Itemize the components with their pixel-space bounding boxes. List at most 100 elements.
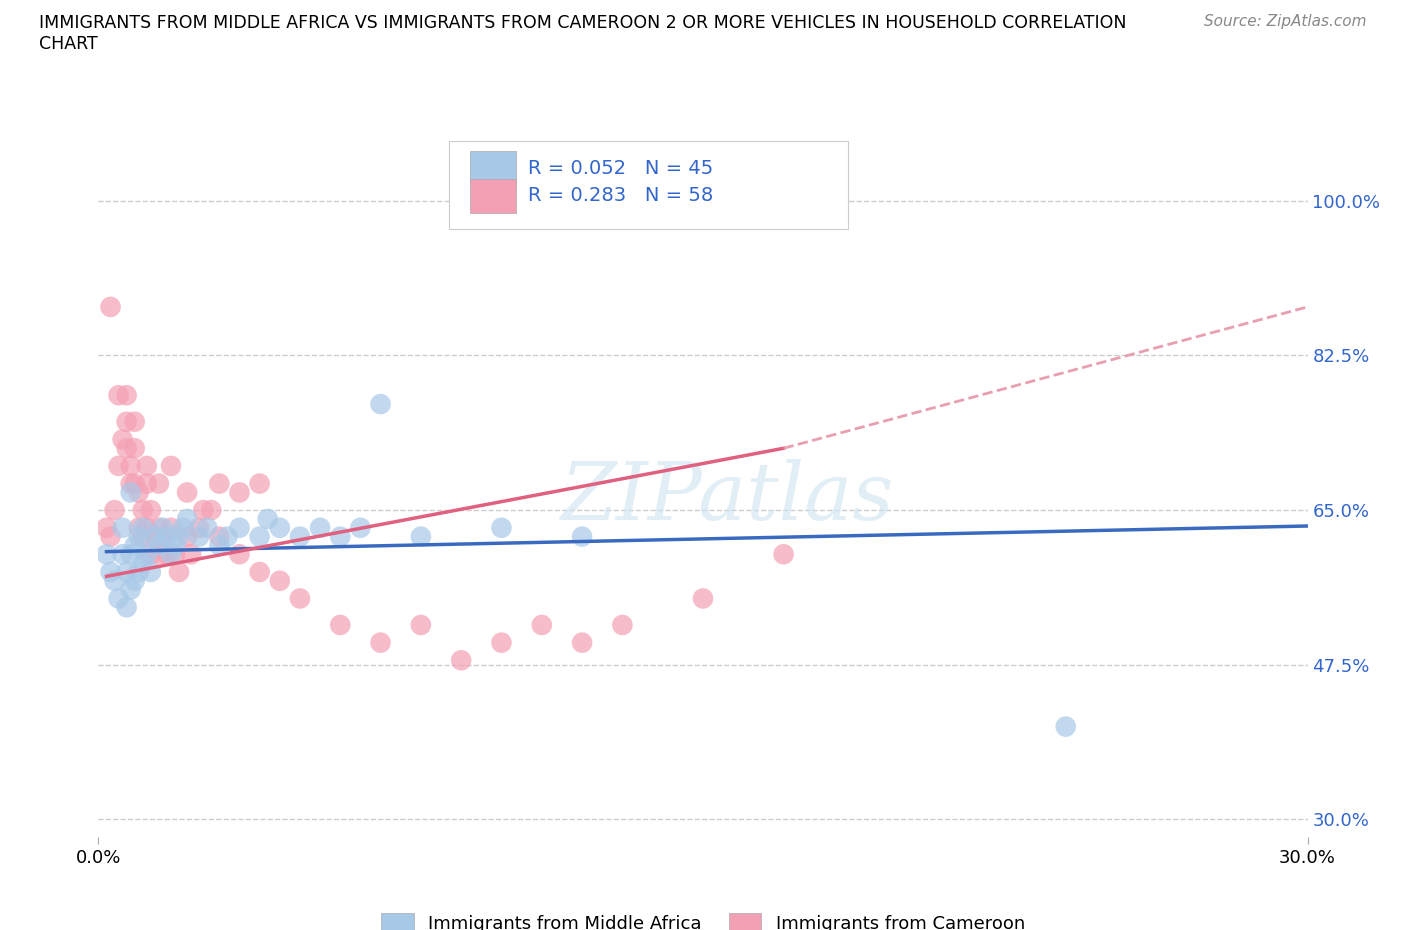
Point bbox=[193, 503, 215, 518]
Point bbox=[571, 635, 593, 650]
Point bbox=[208, 538, 231, 553]
Point bbox=[135, 458, 157, 473]
Point bbox=[111, 547, 134, 562]
Point bbox=[120, 476, 142, 491]
Point bbox=[228, 521, 250, 536]
Point bbox=[132, 503, 155, 518]
Text: R = 0.052   N = 45: R = 0.052 N = 45 bbox=[527, 159, 713, 178]
Point bbox=[409, 618, 432, 632]
Point bbox=[188, 521, 211, 536]
Point bbox=[135, 476, 157, 491]
Point bbox=[180, 547, 202, 562]
Bar bbox=[470, 179, 516, 213]
Point bbox=[329, 618, 352, 632]
Point bbox=[1054, 719, 1077, 734]
Point bbox=[228, 485, 250, 500]
Point bbox=[409, 529, 432, 544]
Point bbox=[115, 415, 138, 430]
Point bbox=[143, 529, 166, 544]
Point bbox=[96, 521, 118, 536]
Point bbox=[692, 591, 714, 606]
Point bbox=[96, 547, 118, 562]
Point bbox=[228, 547, 250, 562]
Point bbox=[148, 538, 170, 553]
Point bbox=[152, 529, 174, 544]
Point bbox=[128, 485, 150, 500]
Point bbox=[103, 503, 125, 518]
Point bbox=[132, 521, 155, 536]
Point bbox=[309, 521, 332, 536]
Point bbox=[249, 529, 271, 544]
FancyBboxPatch shape bbox=[449, 140, 848, 229]
Point bbox=[148, 521, 170, 536]
Point bbox=[124, 441, 146, 456]
Point bbox=[120, 485, 142, 500]
Point bbox=[103, 573, 125, 589]
Point bbox=[208, 476, 231, 491]
Point bbox=[200, 503, 222, 518]
Point bbox=[269, 521, 291, 536]
Point bbox=[128, 521, 150, 536]
Point bbox=[612, 618, 634, 632]
Point bbox=[100, 565, 122, 579]
Point bbox=[100, 529, 122, 544]
Point bbox=[256, 512, 278, 526]
Point bbox=[128, 529, 150, 544]
Point bbox=[156, 529, 179, 544]
Point bbox=[143, 529, 166, 544]
Point bbox=[132, 529, 155, 544]
Point bbox=[152, 521, 174, 536]
Point bbox=[100, 299, 122, 314]
Point bbox=[172, 521, 194, 536]
Point bbox=[163, 538, 186, 553]
Text: Source: ZipAtlas.com: Source: ZipAtlas.com bbox=[1204, 14, 1367, 29]
Point bbox=[128, 565, 150, 579]
Point bbox=[111, 521, 134, 536]
Point bbox=[195, 521, 218, 536]
Point bbox=[249, 565, 271, 579]
Point bbox=[139, 547, 162, 562]
Point bbox=[139, 503, 162, 518]
Point bbox=[107, 591, 129, 606]
Point bbox=[135, 547, 157, 562]
Point bbox=[370, 635, 392, 650]
Point bbox=[107, 458, 129, 473]
Point bbox=[370, 397, 392, 412]
Point bbox=[491, 635, 513, 650]
Point bbox=[176, 485, 198, 500]
Point bbox=[124, 415, 146, 430]
Point bbox=[288, 529, 311, 544]
Point bbox=[167, 529, 190, 544]
Point bbox=[115, 600, 138, 615]
Point bbox=[269, 573, 291, 589]
Point bbox=[124, 476, 146, 491]
Point bbox=[249, 476, 271, 491]
Point bbox=[288, 591, 311, 606]
Point bbox=[772, 547, 794, 562]
Point bbox=[124, 538, 146, 553]
Point bbox=[135, 521, 157, 536]
Point bbox=[120, 582, 142, 597]
Text: ZIPatlas: ZIPatlas bbox=[561, 459, 894, 537]
Point bbox=[167, 565, 190, 579]
Point bbox=[571, 529, 593, 544]
Point bbox=[148, 476, 170, 491]
Point bbox=[124, 573, 146, 589]
Point bbox=[491, 521, 513, 536]
Point bbox=[176, 529, 198, 544]
Text: IMMIGRANTS FROM MIDDLE AFRICA VS IMMIGRANTS FROM CAMEROON 2 OR MORE VEHICLES IN : IMMIGRANTS FROM MIDDLE AFRICA VS IMMIGRA… bbox=[39, 14, 1126, 53]
Legend: Immigrants from Middle Africa, Immigrants from Cameroon: Immigrants from Middle Africa, Immigrant… bbox=[374, 906, 1032, 930]
Point bbox=[115, 565, 138, 579]
Point bbox=[208, 529, 231, 544]
Point bbox=[160, 547, 183, 562]
Point bbox=[156, 547, 179, 562]
Point bbox=[450, 653, 472, 668]
Bar bbox=[470, 152, 516, 185]
Point bbox=[111, 432, 134, 447]
Point bbox=[115, 441, 138, 456]
Point bbox=[115, 388, 138, 403]
Point bbox=[217, 529, 239, 544]
Point bbox=[160, 521, 183, 536]
Point bbox=[160, 458, 183, 473]
Point bbox=[148, 547, 170, 562]
